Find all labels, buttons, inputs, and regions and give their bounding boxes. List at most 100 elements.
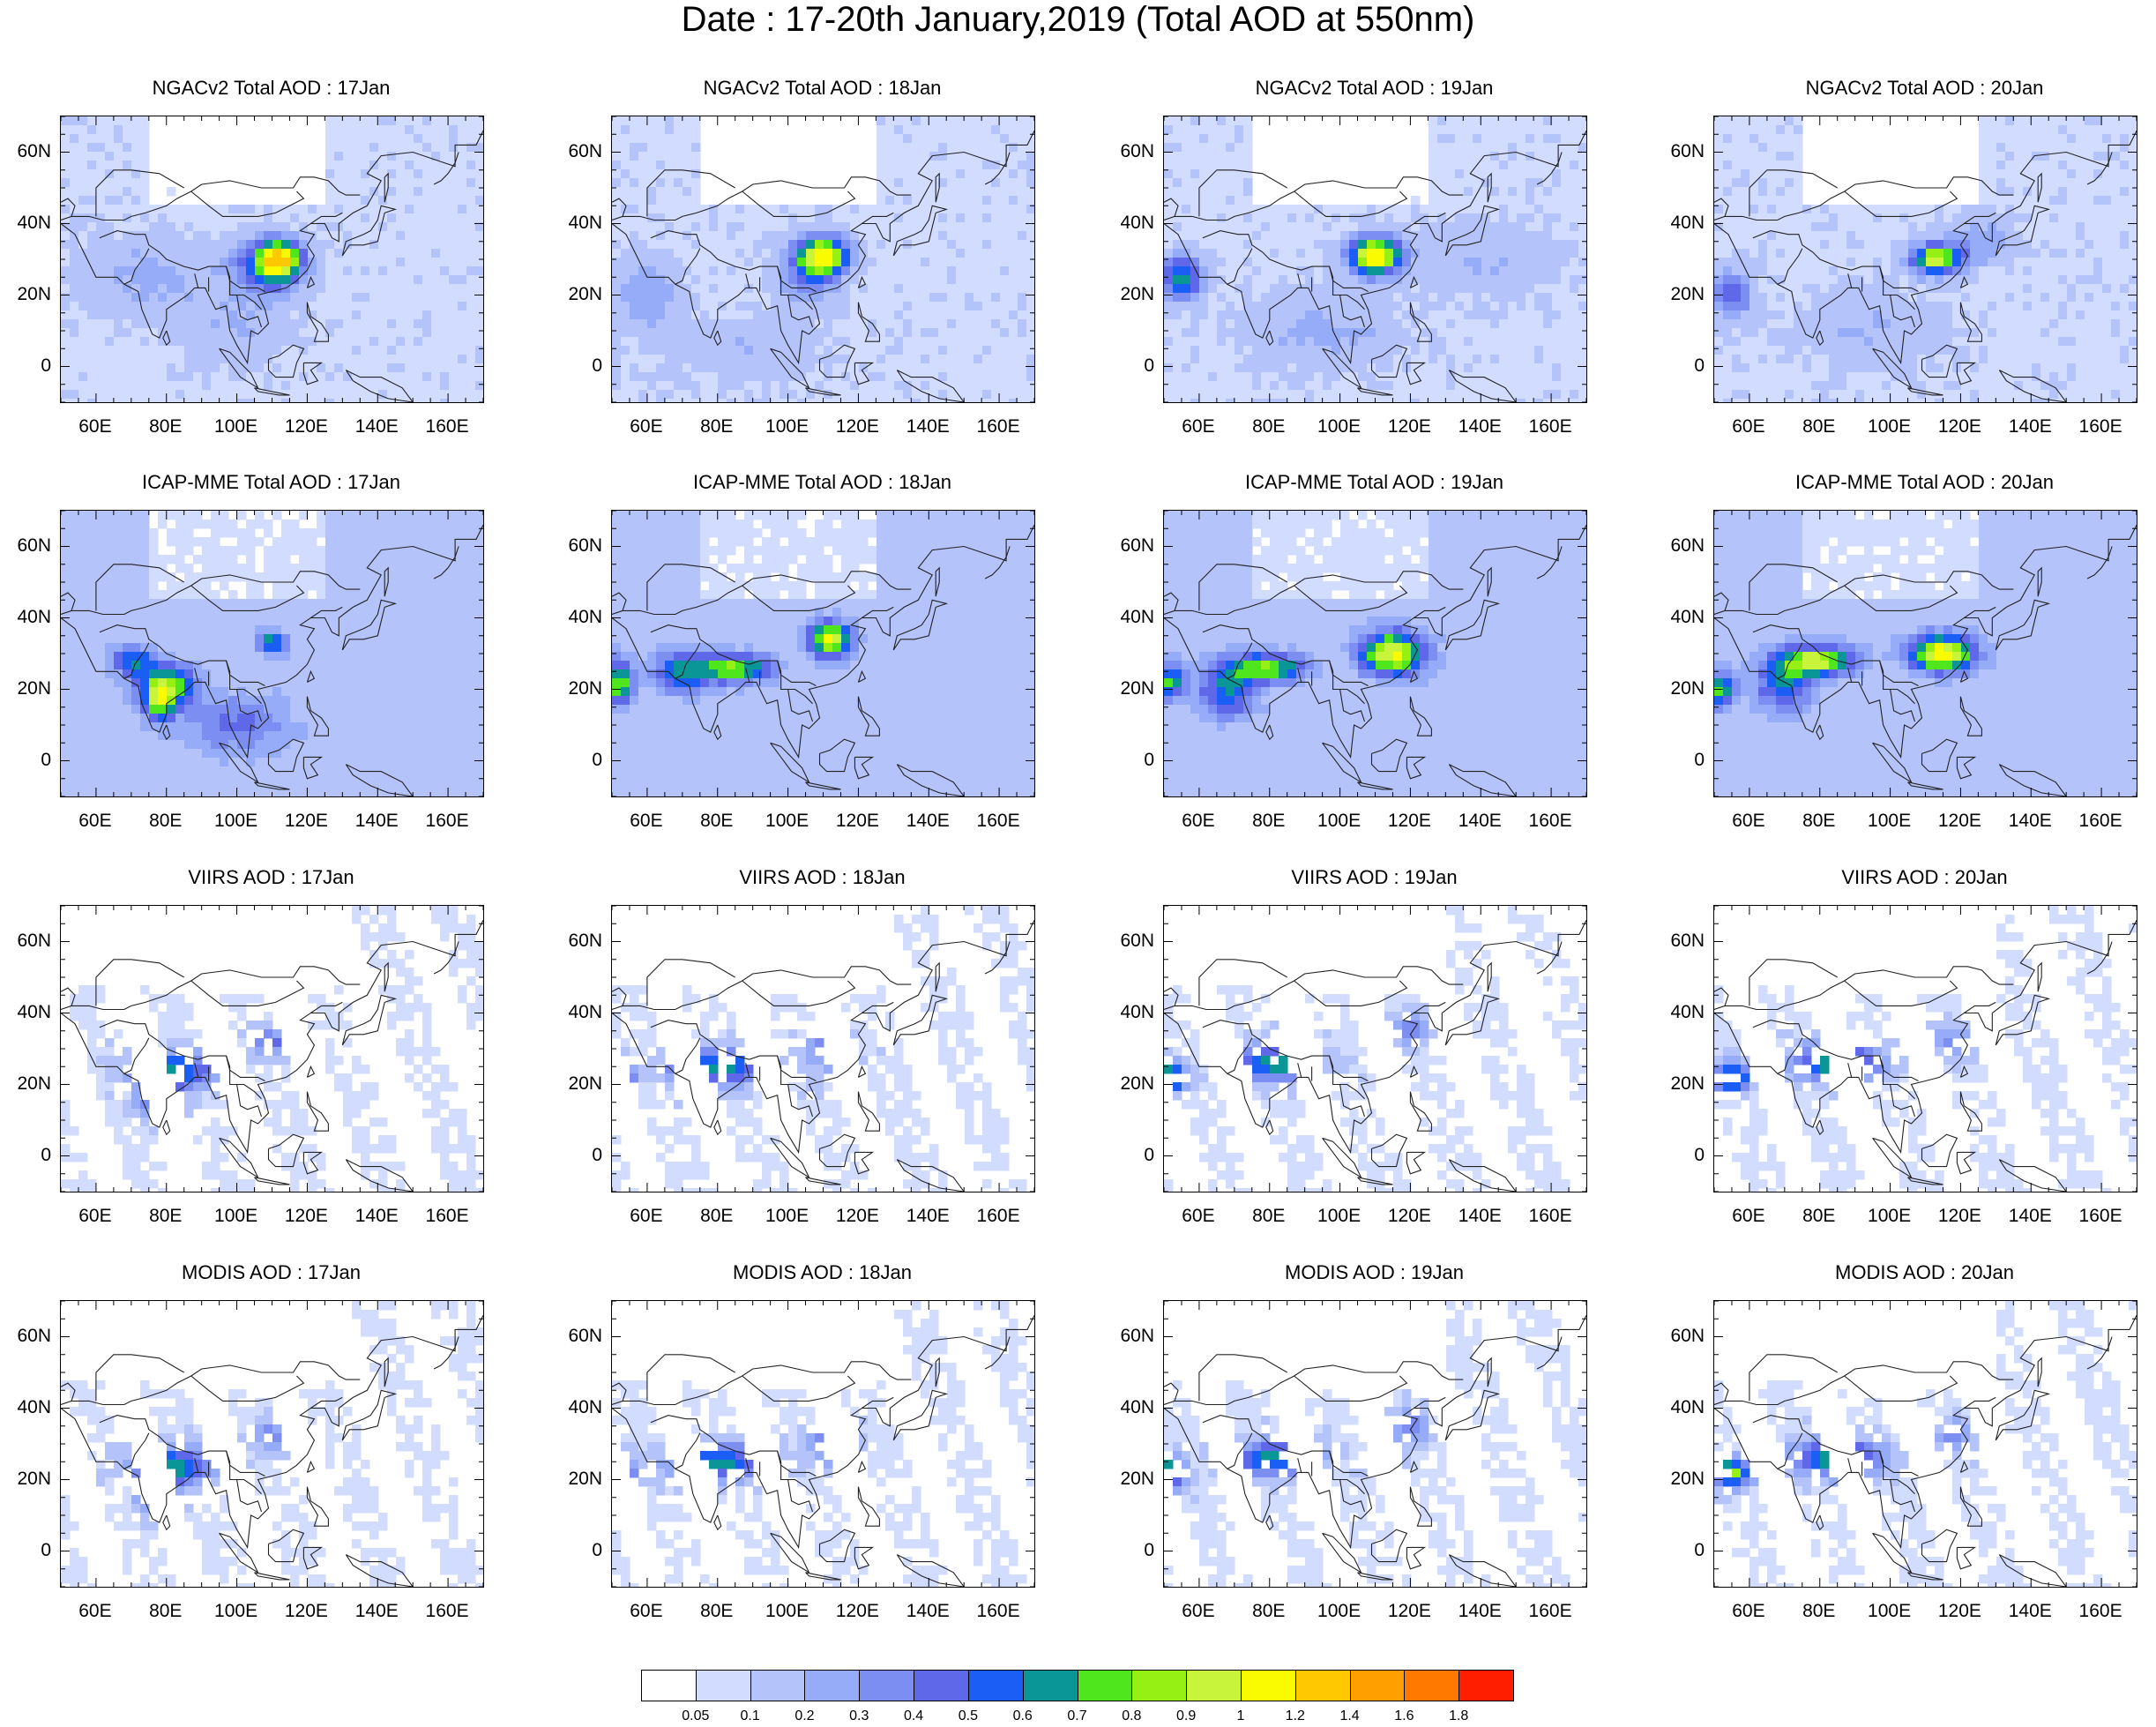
tick-marks [1714, 1301, 2137, 1587]
latitude-tick-label: 0 [41, 749, 51, 770]
longitude-tick-label: 160E [1528, 1206, 1572, 1226]
longitude-tick-label: 140E [1458, 1206, 1502, 1226]
longitude-tick-label: 120E [835, 811, 879, 831]
longitude-tick-label: 100E [214, 1206, 258, 1226]
aod-grid-cells [1164, 1301, 1586, 1587]
map-panel: MODIS AOD : 20Jan 60N 40N 20N 0 60E 80E 100E 120… [1660, 1261, 2156, 1626]
map-panel: VIIRS AOD : 20Jan 60N 40N 20N 0 60E 80E 100E 120… [1660, 866, 2156, 1231]
coastlines [1164, 1314, 1586, 1587]
longitude-tick-label: 100E [765, 1601, 809, 1621]
latitude-tick-label: 20N [17, 283, 51, 304]
longitude-tick-label: 120E [1387, 416, 1431, 437]
latitude-tick-label: 40N [1120, 212, 1154, 233]
latitude-tick-label: 0 [41, 1144, 51, 1165]
longitude-tick-label: 160E [1528, 1601, 1572, 1621]
latitude-tick-label: 20N [17, 677, 51, 699]
tick-marks [1164, 906, 1586, 1192]
longitude-tick-label: 80E [1802, 1601, 1836, 1621]
latitude-tick-label: 0 [592, 1144, 602, 1165]
aod-grid-cells [1714, 906, 2137, 1192]
aod-map [1713, 1300, 2137, 1588]
colorbar-label: 0.9 [1176, 1708, 1197, 1723]
aod-field [1164, 906, 1586, 1192]
longitude-tick-label: 60E [78, 416, 112, 437]
latitude-tick-label: 0 [592, 1539, 602, 1560]
longitude-tick-label: 140E [354, 1601, 399, 1621]
aod-grid-cells [61, 1301, 483, 1587]
longitude-tick-label: 140E [906, 1601, 950, 1621]
map-panel: MODIS AOD : 19Jan 60N 40N 20N 0 60E 80E 100E 120… [1110, 1261, 1638, 1626]
colorbar-label: 0.2 [795, 1708, 815, 1723]
map-panel: ICAP-MME Total AOD : 20Jan 60N 40N 20N 0 60E 8… [1660, 471, 2156, 836]
latitude-tick-label: 20N [1670, 677, 1705, 699]
longitude-tick-label: 60E [78, 1206, 112, 1226]
latitude-tick-label: 60N [568, 140, 602, 161]
aod-map [1713, 116, 2137, 403]
longitude-tick-label: 160E [976, 1206, 1020, 1226]
aod-grid-cells [1164, 906, 1586, 1192]
latitude-tick-label: 20N [17, 1468, 51, 1489]
latitude-tick-label: 20N [1120, 283, 1154, 304]
latitude-tick-label: 20N [1670, 283, 1705, 304]
colorbar: 0.05 0.1 0.2 0.3 0.4 0.5 0.6 0.7 0.8 0.9 1 1.2 1.4 1.… [641, 1670, 1514, 1723]
map-panel: ICAP-MME Total AOD : 17Jan 60N 40N 20N 0 60E 8… [7, 471, 535, 836]
aod-map [1163, 116, 1587, 403]
colorbar-swatch [1077, 1670, 1133, 1701]
aod-field [61, 116, 483, 402]
longitude-tick-label: 140E [906, 811, 950, 831]
coastlines [1714, 524, 2137, 796]
longitude-tick-label: 100E [214, 416, 258, 437]
aod-field [612, 116, 1034, 402]
tick-marks [612, 116, 1034, 402]
map-panel: NGACv2 Total AOD : 20Jan 60N 40N 20N 0 60E 80E… [1660, 77, 2156, 442]
latitude-tick-label: 40N [1670, 1001, 1705, 1022]
longitude-tick-label: 120E [1387, 1206, 1431, 1226]
latitude-tick-label: 20N [568, 283, 602, 304]
latitude-tick-label: 20N [1120, 1468, 1154, 1489]
aod-field [1714, 1301, 2137, 1587]
aod-map [1713, 510, 2137, 797]
aod-map [611, 1300, 1035, 1588]
latitude-tick-label: 40N [17, 1396, 51, 1417]
latitude-tick-label: 20N [1120, 677, 1154, 699]
longitude-tick-label: 60E [78, 811, 112, 831]
latitude-tick-label: 40N [17, 1001, 51, 1022]
colorbar-label: 1.8 [1449, 1708, 1469, 1723]
longitude-tick-label: 120E [835, 1206, 879, 1226]
longitude-tick-label: 120E [284, 416, 328, 437]
longitude-tick-label: 80E [149, 1206, 183, 1226]
aod-field [1164, 116, 1586, 402]
latitude-tick-label: 0 [1694, 1144, 1705, 1165]
longitude-tick-label: 80E [700, 1206, 734, 1226]
longitude-tick-label: 60E [78, 1601, 112, 1621]
latitude-tick-label: 40N [1120, 1396, 1154, 1417]
longitude-tick-label: 160E [1528, 811, 1572, 831]
longitude-tick-label: 160E [976, 1601, 1020, 1621]
latitude-tick-label: 20N [1670, 1073, 1705, 1094]
map-panel: NGACv2 Total AOD : 19Jan 60N 40N 20N 0 60E 80E… [1110, 77, 1638, 442]
colorbar-swatch [641, 1670, 697, 1701]
aod-grid-cells [612, 116, 1034, 402]
longitude-tick-label: 120E [835, 1601, 879, 1621]
longitude-tick-label: 80E [1802, 416, 1836, 437]
aod-field [612, 906, 1034, 1192]
map-panel: MODIS AOD : 18Jan 60N 40N 20N 0 60E 80E 100E 120… [558, 1261, 1086, 1626]
colorbar-swatch [804, 1670, 861, 1701]
map-panel: VIIRS AOD : 18Jan 60N 40N 20N 0 60E 80E 100E 120… [558, 866, 1086, 1231]
longitude-tick-label: 60E [630, 1206, 663, 1226]
longitude-tick-label: 120E [1387, 811, 1431, 831]
longitude-tick-label: 140E [354, 811, 399, 831]
aod-map [1163, 905, 1587, 1192]
latitude-tick-label: 40N [1670, 606, 1705, 627]
longitude-tick-label: 160E [2078, 416, 2122, 437]
latitude-tick-label: 60N [1670, 535, 1705, 556]
longitude-tick-label: 100E [1868, 1601, 1912, 1621]
longitude-tick-label: 60E [630, 811, 663, 831]
longitude-tick-label: 140E [354, 1206, 399, 1226]
longitude-tick-label: 120E [284, 811, 328, 831]
coastlines [1164, 524, 1586, 796]
aod-map [1163, 510, 1587, 797]
longitude-tick-label: 100E [214, 811, 258, 831]
latitude-tick-label: 40N [568, 606, 602, 627]
aod-map [60, 116, 484, 403]
